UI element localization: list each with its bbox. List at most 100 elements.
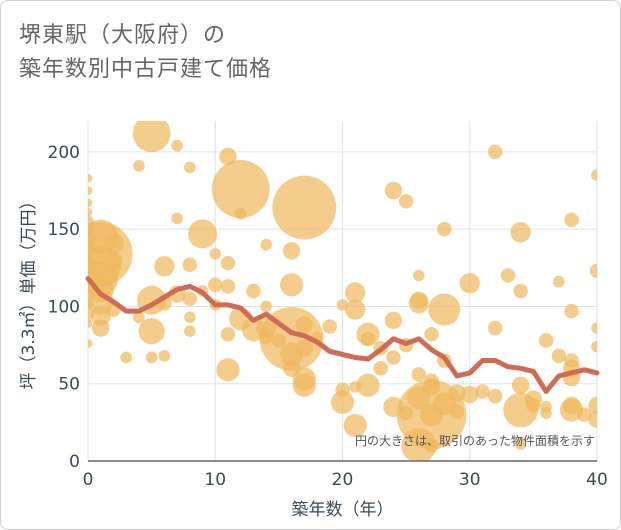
bubble-point xyxy=(184,161,196,174)
bubble-point xyxy=(449,404,465,419)
bubble-point xyxy=(487,320,503,336)
chart-title-line1: 堺東駅（大阪府）の xyxy=(19,23,227,48)
bubble-point xyxy=(219,147,237,166)
bubble-point xyxy=(246,283,261,299)
bubble-point xyxy=(411,367,427,382)
bubble-point xyxy=(475,384,490,399)
bubble-point xyxy=(553,275,565,288)
bubble-point xyxy=(88,319,93,328)
bubble-point xyxy=(158,350,171,362)
bubble-point xyxy=(538,333,554,348)
y-tick-label: 0 xyxy=(69,452,80,472)
x-tick-label: 0 xyxy=(83,470,94,490)
bubble-point xyxy=(356,373,380,397)
y-tick-label: 50 xyxy=(58,375,80,395)
bubble-point xyxy=(322,319,338,334)
bubble-point xyxy=(500,268,516,283)
bubble-point xyxy=(88,173,93,183)
bubble-point xyxy=(591,169,597,181)
bubble-point xyxy=(413,269,425,282)
bubble-point xyxy=(398,194,414,209)
bubble-point xyxy=(564,303,579,319)
bubble-point xyxy=(216,358,240,382)
bubble-point xyxy=(133,311,145,324)
bubble-point xyxy=(437,221,452,237)
average-price-line xyxy=(85,276,600,394)
bubble-point xyxy=(540,407,552,419)
bubble-point xyxy=(461,385,479,404)
bubble-point xyxy=(330,390,355,414)
bubble-point xyxy=(133,160,145,172)
bubble-point xyxy=(171,212,183,225)
bubble-point xyxy=(360,331,376,347)
x-tick-label: 40 xyxy=(586,470,608,490)
bubble-point xyxy=(220,279,236,294)
x-tick-label: 10 xyxy=(204,470,226,490)
bubble-point xyxy=(591,322,597,334)
chart-annotation: 円の大きさは、取引のあった物件面積を示す xyxy=(355,433,595,448)
bubble-point xyxy=(88,207,93,217)
bubble-point xyxy=(103,232,124,254)
bubble-point xyxy=(171,139,183,152)
bubble-point xyxy=(384,311,403,330)
bubble-point xyxy=(424,438,439,453)
bubble-point xyxy=(88,339,93,348)
bubble-point xyxy=(292,373,316,397)
x-tick-label: 30 xyxy=(459,470,481,490)
bubble-point xyxy=(154,256,175,277)
bubble-point xyxy=(90,305,111,326)
bubble-point xyxy=(577,407,592,422)
bubble-point xyxy=(88,198,93,208)
x-tick-label: 20 xyxy=(332,470,354,490)
bubble-point xyxy=(408,293,429,314)
bubble-point xyxy=(551,348,567,364)
bubble-point xyxy=(511,376,530,394)
bubble-point xyxy=(209,248,222,260)
x-axis-label: 築年数（年） xyxy=(292,500,394,520)
bubble-point xyxy=(428,293,461,326)
bubble-point xyxy=(260,300,272,313)
bubble-point xyxy=(513,283,528,299)
bubble-point xyxy=(104,251,123,269)
bubble-point xyxy=(282,242,301,260)
bubble-point xyxy=(208,277,223,293)
bubble-point xyxy=(138,318,165,345)
bubble-point xyxy=(280,273,304,297)
bubble-point xyxy=(588,396,597,415)
bubble-point xyxy=(234,207,247,220)
bubble-point xyxy=(272,175,337,240)
bubble-point xyxy=(120,351,132,364)
bubble-point xyxy=(260,238,272,251)
bubble-point xyxy=(88,186,93,195)
bubble-point xyxy=(182,291,198,306)
bubble-point xyxy=(188,219,218,249)
bubble-point xyxy=(487,388,503,404)
bubble-group xyxy=(88,121,597,461)
bubble-point xyxy=(220,327,236,342)
bubble-point xyxy=(145,351,158,364)
y-tick-label: 150 xyxy=(48,220,80,240)
chart-title-line2: 築年数別中古戸建て価格 xyxy=(19,57,273,82)
bubble-point xyxy=(514,438,527,450)
bubble-point xyxy=(343,413,367,438)
y-tick-label: 100 xyxy=(48,297,80,317)
bubble-point xyxy=(373,361,388,376)
bubble-point xyxy=(588,410,597,428)
bubble-point xyxy=(184,325,196,337)
y-axis-label: 坪（3.3㎡）単価（万円） xyxy=(19,192,39,389)
bubble-point xyxy=(211,160,270,218)
bubble-point xyxy=(459,273,480,294)
bubble-point xyxy=(295,316,314,334)
bubble-point xyxy=(345,282,366,303)
y-tick-label: 200 xyxy=(48,143,80,163)
bubble-point xyxy=(184,311,196,324)
bubble-point xyxy=(564,212,579,228)
bubble-point xyxy=(345,299,366,320)
bubble-point xyxy=(386,350,401,365)
bubble-point xyxy=(220,255,236,271)
bubble-point xyxy=(92,319,110,337)
bubble-point xyxy=(526,398,541,413)
bubble-point xyxy=(182,257,198,272)
